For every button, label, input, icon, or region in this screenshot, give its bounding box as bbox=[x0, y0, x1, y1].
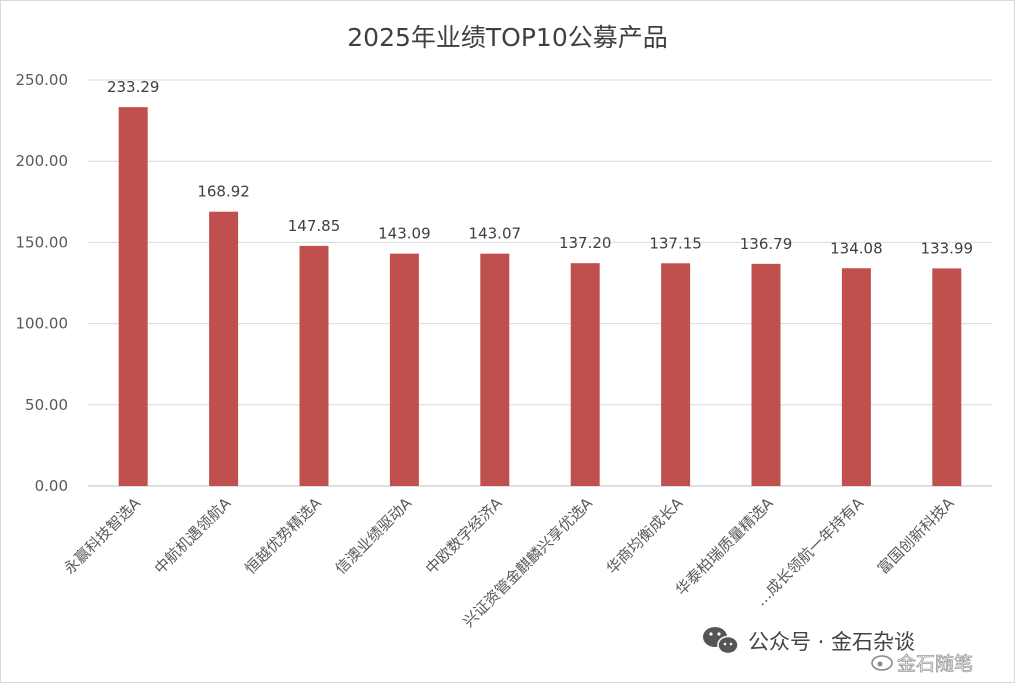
data-label: 137.15 bbox=[649, 234, 702, 252]
category-label: 恒越优势精选A bbox=[241, 494, 325, 578]
data-label: 137.20 bbox=[559, 234, 612, 252]
data-label: 233.29 bbox=[107, 78, 160, 96]
category-label: 华商均衡成长A bbox=[603, 494, 687, 578]
bar bbox=[841, 268, 871, 486]
gridlines bbox=[88, 79, 992, 487]
category-label: 中欧数字经济A bbox=[422, 494, 506, 578]
data-label: 143.07 bbox=[469, 225, 522, 243]
bar bbox=[118, 107, 148, 487]
weibo-icon bbox=[871, 655, 893, 671]
y-tick-label: 150.00 bbox=[16, 233, 69, 251]
bar bbox=[751, 263, 781, 486]
wechat-icon bbox=[703, 627, 739, 655]
y-tick-label: 250.00 bbox=[16, 71, 69, 89]
category-label: 华泰柏瑞质量精选A bbox=[672, 494, 777, 599]
watermark-line2: 金石随笔 bbox=[897, 653, 973, 675]
bar bbox=[389, 253, 419, 486]
y-tick-label: 200.00 bbox=[16, 152, 69, 170]
category-label: 信澳业绩驱动A bbox=[332, 494, 416, 578]
y-tick-label: 0.00 bbox=[35, 477, 68, 495]
bar bbox=[932, 268, 962, 486]
category-label: 永赢科技智选A bbox=[60, 494, 144, 578]
bar bbox=[480, 253, 510, 486]
data-label: 133.99 bbox=[921, 239, 974, 257]
watermark: 公众号 · 金石杂谈 金石随笔 bbox=[703, 627, 973, 675]
bars bbox=[118, 107, 962, 487]
bar bbox=[570, 263, 600, 486]
y-tick-label: 50.00 bbox=[25, 396, 68, 414]
data-label: 143.09 bbox=[378, 225, 431, 243]
bar bbox=[661, 263, 691, 486]
bar bbox=[209, 211, 239, 486]
data-label: 134.08 bbox=[830, 239, 883, 257]
data-label: 168.92 bbox=[197, 183, 250, 201]
category-label: 中航机遇领航A bbox=[151, 494, 235, 578]
data-label: 136.79 bbox=[740, 235, 793, 253]
x-axis-categories: 永赢科技智选A 中航机遇领航A 恒越优势精选A 信澳业绩驱动A 中欧数字经济A兴证资管金… bbox=[60, 494, 958, 631]
data-labels: 233.29 168.92 147.85 143.09 143.07 137.20 137.… bbox=[107, 78, 973, 257]
bar bbox=[299, 245, 329, 486]
data-label: 147.85 bbox=[288, 217, 341, 235]
watermark-line1: 公众号 · 金石杂谈 bbox=[748, 630, 915, 654]
category-label: 富国创新科技A bbox=[874, 494, 958, 578]
chart-title: 2025年业绩TOP10公募产品 bbox=[347, 23, 668, 52]
y-tick-label: 100.00 bbox=[16, 315, 69, 333]
y-axis-ticks: 0.00 50.00 100.00 150.00 200.00 250.00 bbox=[16, 71, 69, 495]
